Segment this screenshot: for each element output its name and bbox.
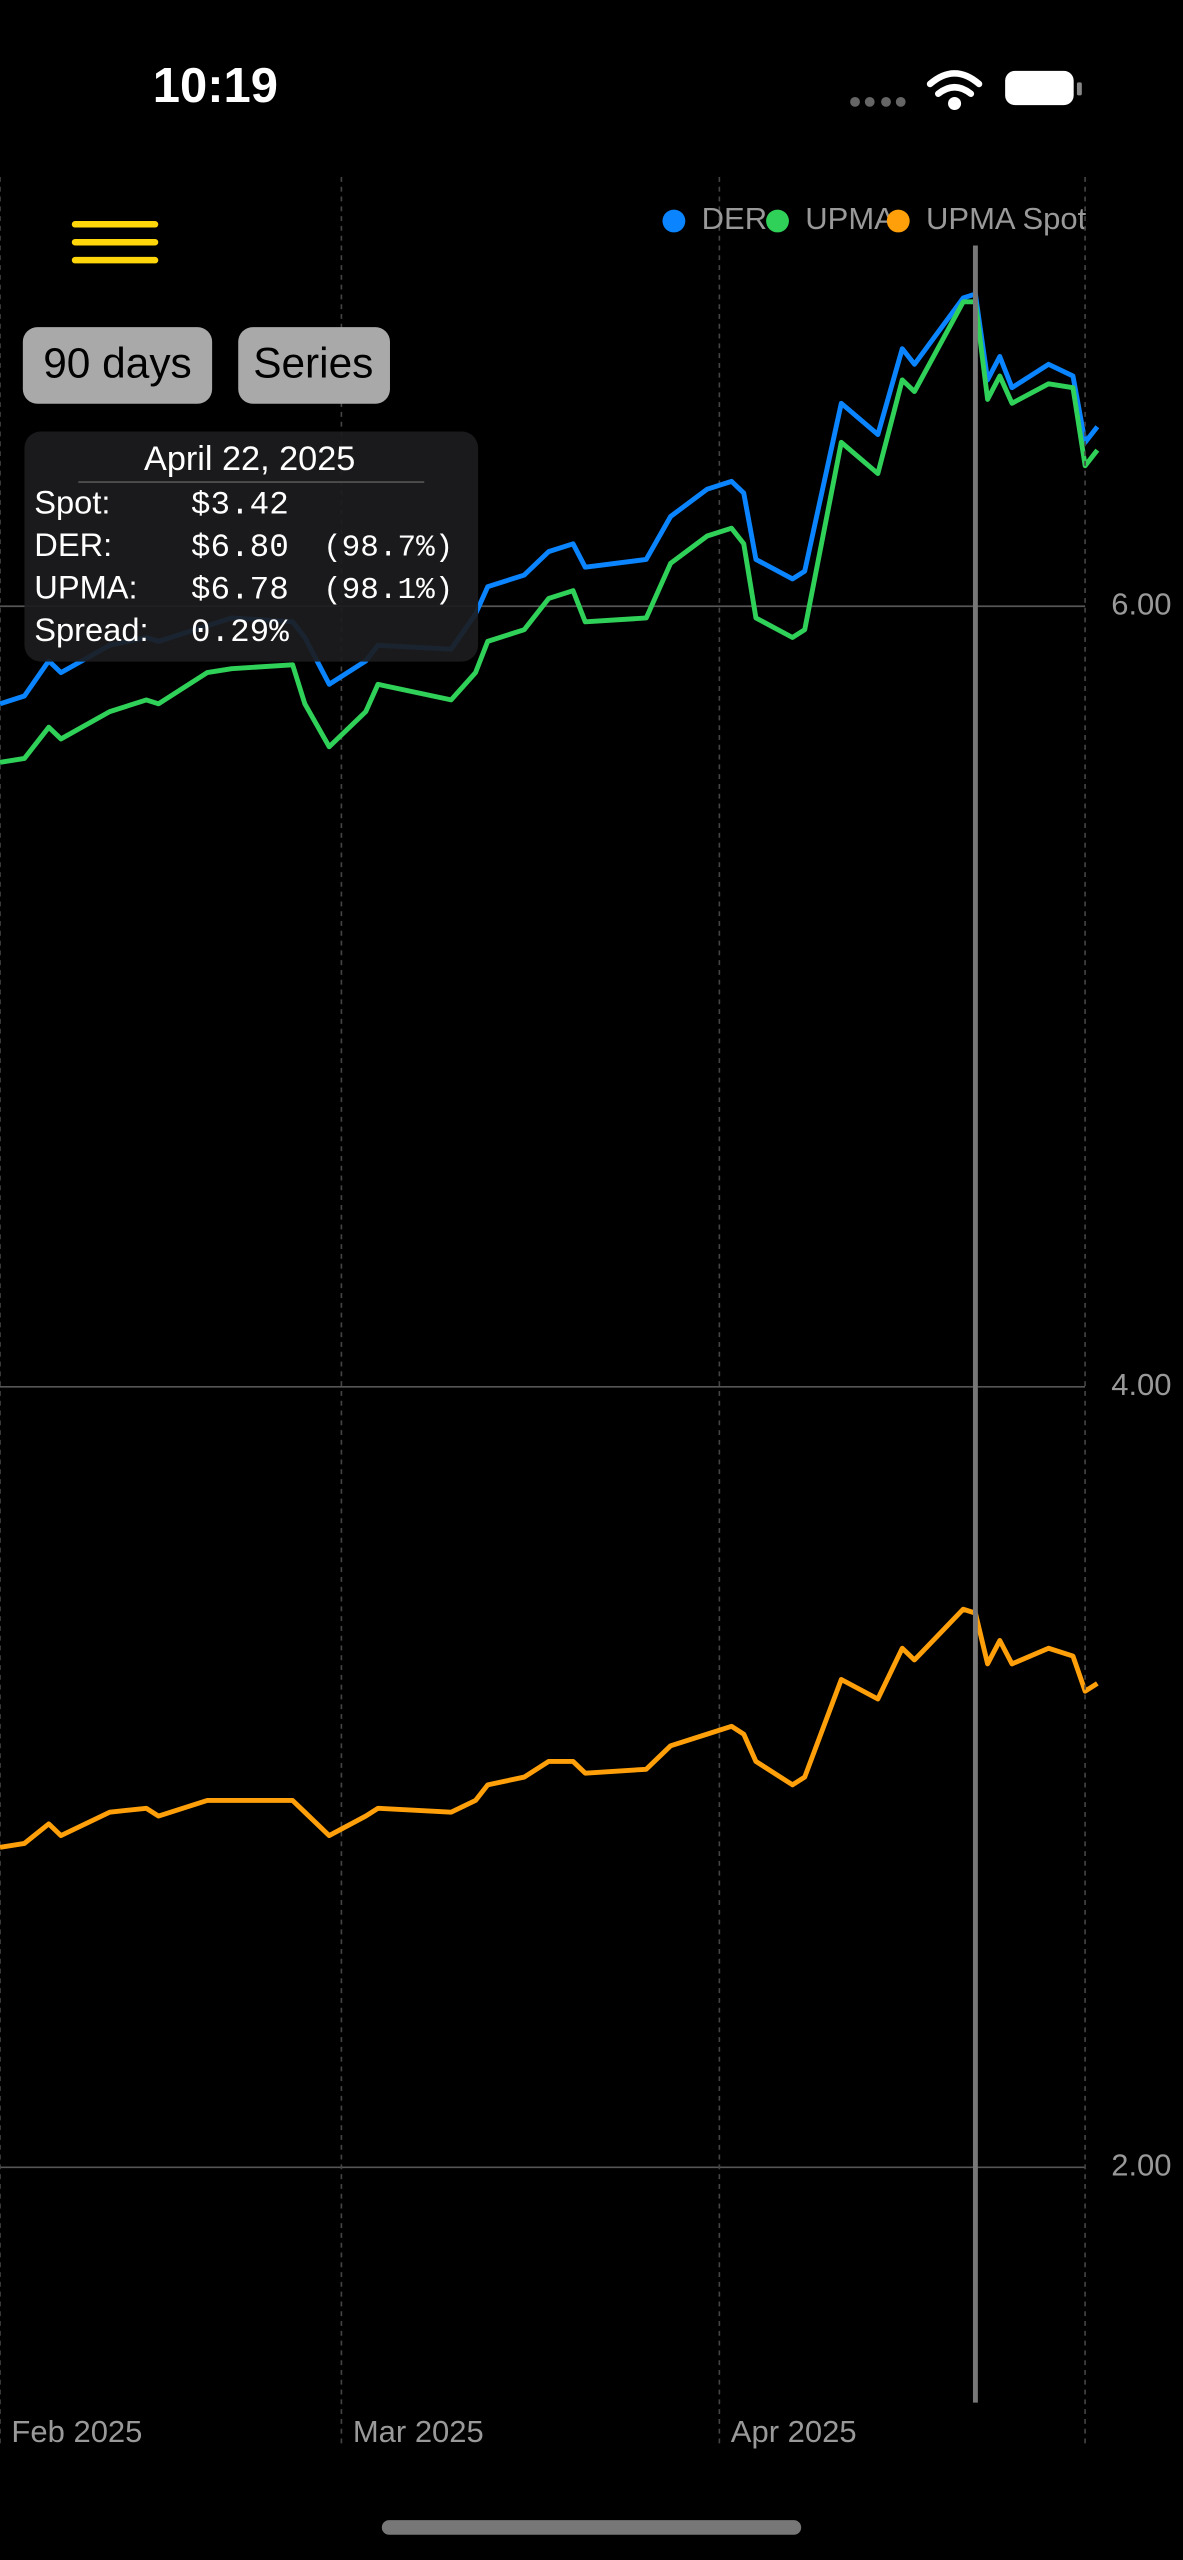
x-tick-label: Mar 2025	[353, 2414, 484, 2449]
x-tick-label: Apr 2025	[731, 2414, 857, 2449]
button-label: 90 days	[43, 339, 192, 386]
legend-label: DER	[702, 201, 767, 236]
row-value: $3.42	[191, 487, 289, 524]
legend: DER UPMA UPMA Spot	[662, 201, 1087, 236]
tooltip-bg	[24, 431, 479, 662]
battery-icon	[1005, 70, 1074, 106]
legend-dot	[886, 209, 910, 233]
signal-icon	[850, 97, 906, 107]
row-value: $6.78	[191, 571, 289, 608]
legend-label: UPMA	[805, 201, 895, 236]
row-label: DER:	[34, 526, 112, 563]
row-percent: (98.7%)	[323, 531, 453, 566]
y-tick-label: 4.00	[1111, 1367, 1171, 1402]
series-button[interactable]: Series	[238, 327, 390, 404]
row-label: Spread:	[34, 611, 148, 648]
tooltip-title: April 22, 2025	[144, 440, 355, 478]
home-indicator	[381, 2520, 802, 2535]
row-label: Spot:	[34, 484, 110, 521]
row-value: 0.29%	[191, 614, 289, 651]
legend-dot	[766, 209, 789, 233]
button-bg	[238, 327, 390, 404]
button-label: Series	[253, 339, 373, 386]
y-tick-label: 2.00	[1111, 2148, 1171, 2183]
x-tick-label: Feb 2025	[11, 2414, 142, 2449]
tooltip: April 22, 2025 Spot: $3.42 DER: $6.80 (9…	[24, 431, 479, 662]
row-label: UPMA:	[34, 568, 137, 605]
legend-label: UPMA Spot	[926, 201, 1087, 236]
menu-button[interactable]	[71, 221, 159, 264]
row-value: $6.80	[191, 529, 289, 566]
legend-dot	[662, 209, 686, 233]
wifi-icon	[926, 70, 983, 111]
button-bg	[22, 327, 213, 404]
range-button[interactable]: 90 days	[22, 327, 213, 404]
y-tick-label: 6.00	[1111, 586, 1171, 621]
row-percent: (98.1%)	[323, 573, 453, 608]
battery-tip	[1076, 82, 1082, 96]
clock: 10:19	[153, 59, 278, 113]
